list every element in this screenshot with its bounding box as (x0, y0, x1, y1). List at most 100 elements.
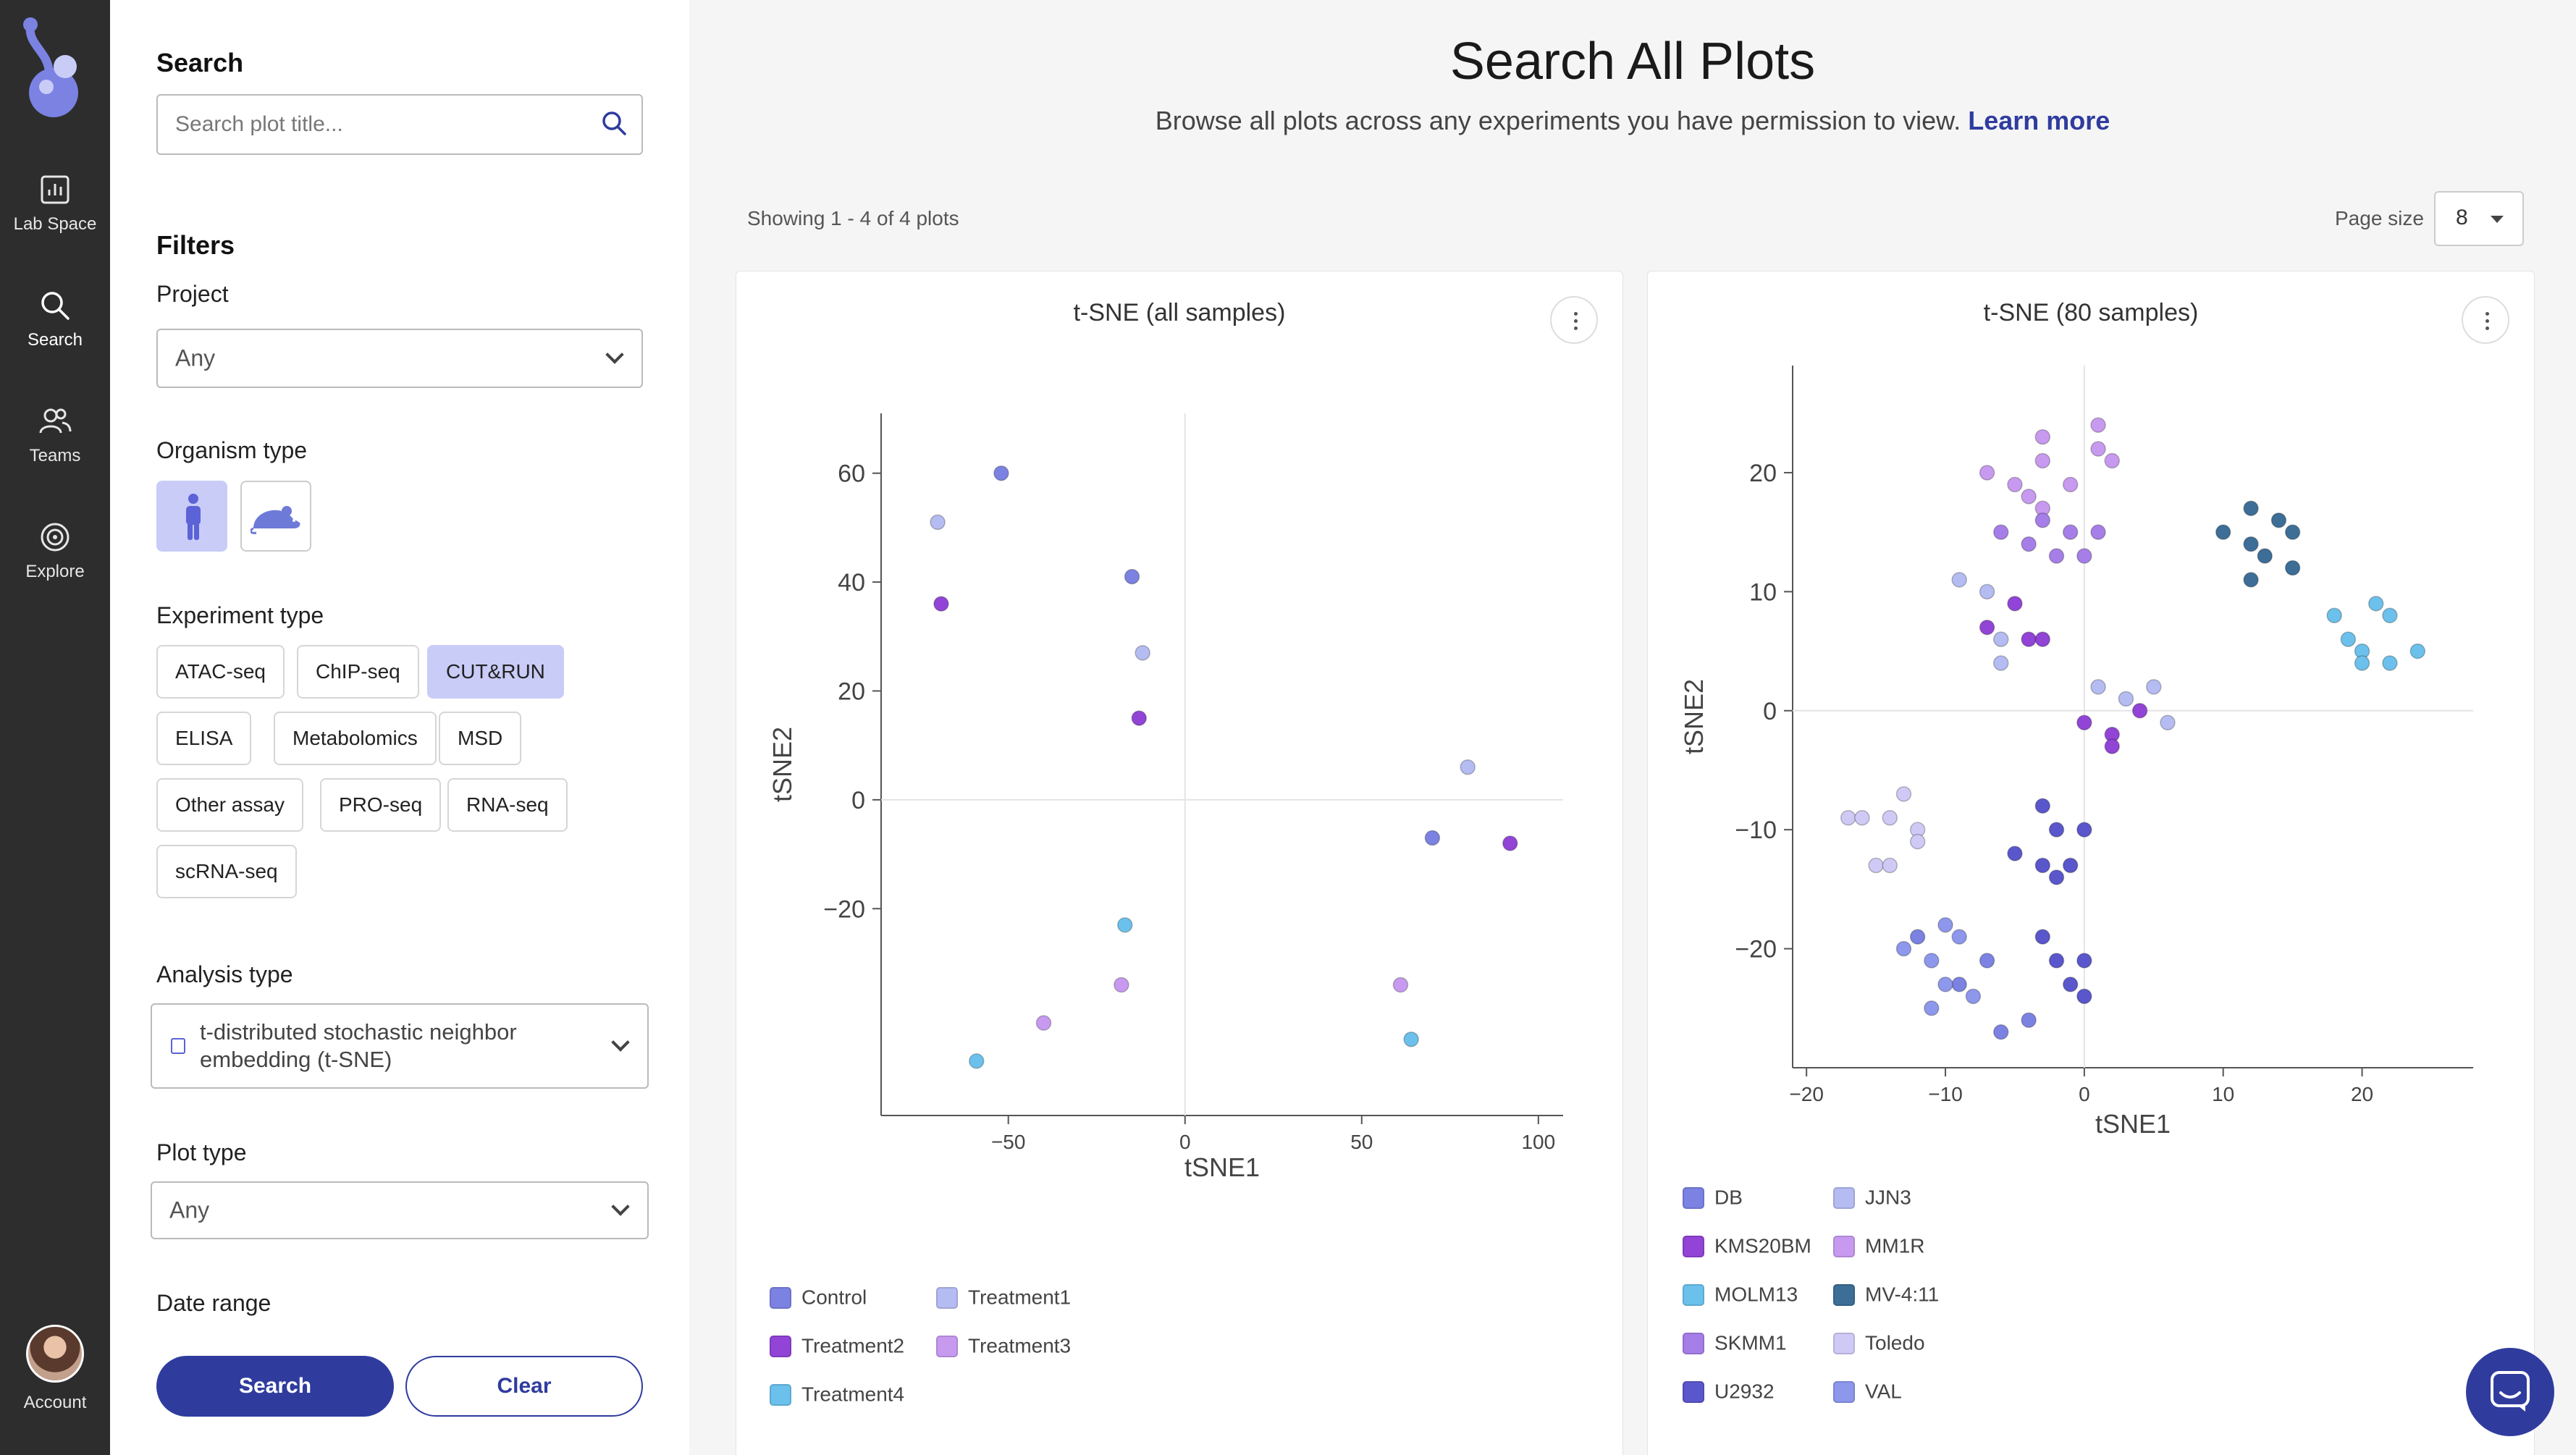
legend-item[interactable]: KMS20BM (1683, 1233, 1811, 1258)
data-point[interactable] (2062, 476, 2079, 493)
data-point[interactable] (2007, 596, 2023, 612)
data-point[interactable] (1951, 929, 1967, 945)
data-point[interactable] (2076, 548, 2092, 564)
data-point[interactable] (2034, 798, 2051, 814)
nav-item-lab-space[interactable]: Lab Space (0, 172, 110, 266)
data-point[interactable] (2382, 607, 2398, 624)
data-point[interactable] (2062, 524, 2079, 540)
page-size-select[interactable]: 8 (2434, 191, 2524, 246)
legend-item[interactable]: SKMM1 (1683, 1330, 1787, 1355)
legend-item[interactable]: DB (1683, 1185, 1743, 1210)
data-point[interactable] (1937, 916, 1953, 933)
legend-item[interactable]: Toledo (1833, 1330, 1925, 1355)
app-logo-icon[interactable] (20, 16, 90, 117)
data-point[interactable] (1403, 1031, 1419, 1047)
search-icon[interactable] (599, 109, 628, 138)
data-point[interactable] (1135, 645, 1150, 661)
data-point[interactable] (1979, 619, 1995, 636)
clear-button[interactable]: Clear (405, 1356, 643, 1417)
more-options-icon[interactable] (1550, 296, 1598, 344)
data-point[interactable] (2326, 607, 2342, 624)
chip-cut-and-run[interactable]: CUT&RUN (427, 645, 564, 699)
data-point[interactable] (2104, 738, 2120, 754)
data-point[interactable] (2131, 703, 2148, 719)
data-point[interactable] (2007, 476, 2023, 493)
data-point[interactable] (2243, 572, 2259, 588)
legend-item[interactable]: Treatment2 (770, 1333, 904, 1358)
data-point[interactable] (2048, 869, 2065, 885)
legend-item[interactable]: MV-4:11 (1833, 1282, 1939, 1307)
chip-atac-seq[interactable]: ATAC-seq (156, 645, 285, 699)
data-point[interactable] (2354, 655, 2370, 671)
data-point[interactable] (2062, 977, 2079, 992)
chip-msd[interactable]: MSD (439, 712, 522, 765)
more-options-icon[interactable] (2462, 296, 2509, 344)
data-point[interactable] (2034, 512, 2051, 528)
chip-chip-seq[interactable]: ChIP-seq (297, 645, 419, 699)
data-point[interactable] (2104, 452, 2120, 469)
data-point[interactable] (2076, 714, 2092, 730)
data-point[interactable] (1895, 786, 1912, 802)
plot-search-input[interactable] (158, 96, 641, 153)
data-point[interactable] (2034, 452, 2051, 469)
data-point[interactable] (2382, 655, 2398, 671)
data-point[interactable] (1909, 929, 1926, 945)
data-point[interactable] (1993, 524, 2009, 540)
nav-item-explore[interactable]: Explore (0, 520, 110, 614)
nav-item-teams[interactable]: Teams (0, 404, 110, 498)
data-point[interactable] (2284, 524, 2301, 540)
plot-card-2[interactable]: t-SNE (80 samples) −20 −10 0 10 20 −20 −10 0 10 2… (1647, 271, 2535, 1455)
plot-type-select[interactable]: Any (151, 1181, 649, 1239)
data-point[interactable] (2021, 536, 2037, 552)
data-point[interactable] (1895, 940, 1912, 957)
data-point[interactable] (1951, 572, 1967, 588)
chip-metabolomics[interactable]: Metabolomics (274, 712, 437, 765)
data-point[interactable] (2146, 679, 2162, 695)
learn-more-link[interactable]: Learn more (1968, 106, 2110, 135)
data-point[interactable] (1924, 953, 1940, 969)
data-point[interactable] (1951, 977, 1967, 992)
data-point[interactable] (2118, 691, 2134, 707)
data-point[interactable] (1502, 835, 1518, 851)
data-point[interactable] (2215, 524, 2231, 540)
data-point[interactable] (2090, 524, 2106, 540)
data-point[interactable] (2270, 512, 2287, 528)
plot-card-1[interactable]: t-SNE (all samples) −50 0 50 100 −20 0 20 40 60 t… (736, 271, 1623, 1455)
data-point[interactable] (2048, 953, 2065, 969)
data-point[interactable] (1131, 710, 1148, 726)
data-point[interactable] (933, 596, 949, 612)
data-point[interactable] (2048, 822, 2065, 838)
data-point[interactable] (2367, 596, 2384, 612)
data-point[interactable] (1979, 465, 1995, 481)
data-point[interactable] (2076, 988, 2092, 1005)
data-point[interactable] (1124, 568, 1140, 585)
data-point[interactable] (1993, 631, 2009, 647)
data-point[interactable] (2034, 631, 2051, 647)
data-point[interactable] (2021, 489, 2037, 505)
chip-pro-seq[interactable]: PRO-seq (320, 778, 442, 832)
legend-item[interactable]: MM1R (1833, 1233, 1924, 1258)
data-point[interactable] (1937, 977, 1953, 992)
data-point[interactable] (1965, 988, 1982, 1005)
legend-item[interactable]: JJN3 (1833, 1185, 1911, 1210)
data-point[interactable] (1460, 759, 1476, 775)
chip-elisa[interactable]: ELISA (156, 712, 252, 765)
data-point[interactable] (1882, 809, 1898, 826)
data-point[interactable] (2160, 714, 2176, 730)
data-point[interactable] (2034, 929, 2051, 945)
data-point[interactable] (1868, 857, 1884, 874)
data-point[interactable] (2007, 845, 2023, 861)
data-point[interactable] (1882, 857, 1898, 874)
data-point[interactable] (2090, 417, 2106, 433)
data-point[interactable] (1117, 917, 1133, 933)
chip-other-assay[interactable]: Other assay (156, 778, 303, 832)
data-point[interactable] (1909, 833, 1926, 850)
data-point[interactable] (930, 514, 946, 531)
data-point[interactable] (2284, 560, 2301, 576)
nav-item-account[interactable]: Account (0, 1325, 110, 1413)
chip-rna-seq[interactable]: RNA-seq (447, 778, 568, 832)
data-point[interactable] (2076, 953, 2092, 969)
data-point[interactable] (2340, 631, 2357, 647)
data-point[interactable] (993, 465, 1009, 481)
data-point[interactable] (2090, 679, 2106, 695)
